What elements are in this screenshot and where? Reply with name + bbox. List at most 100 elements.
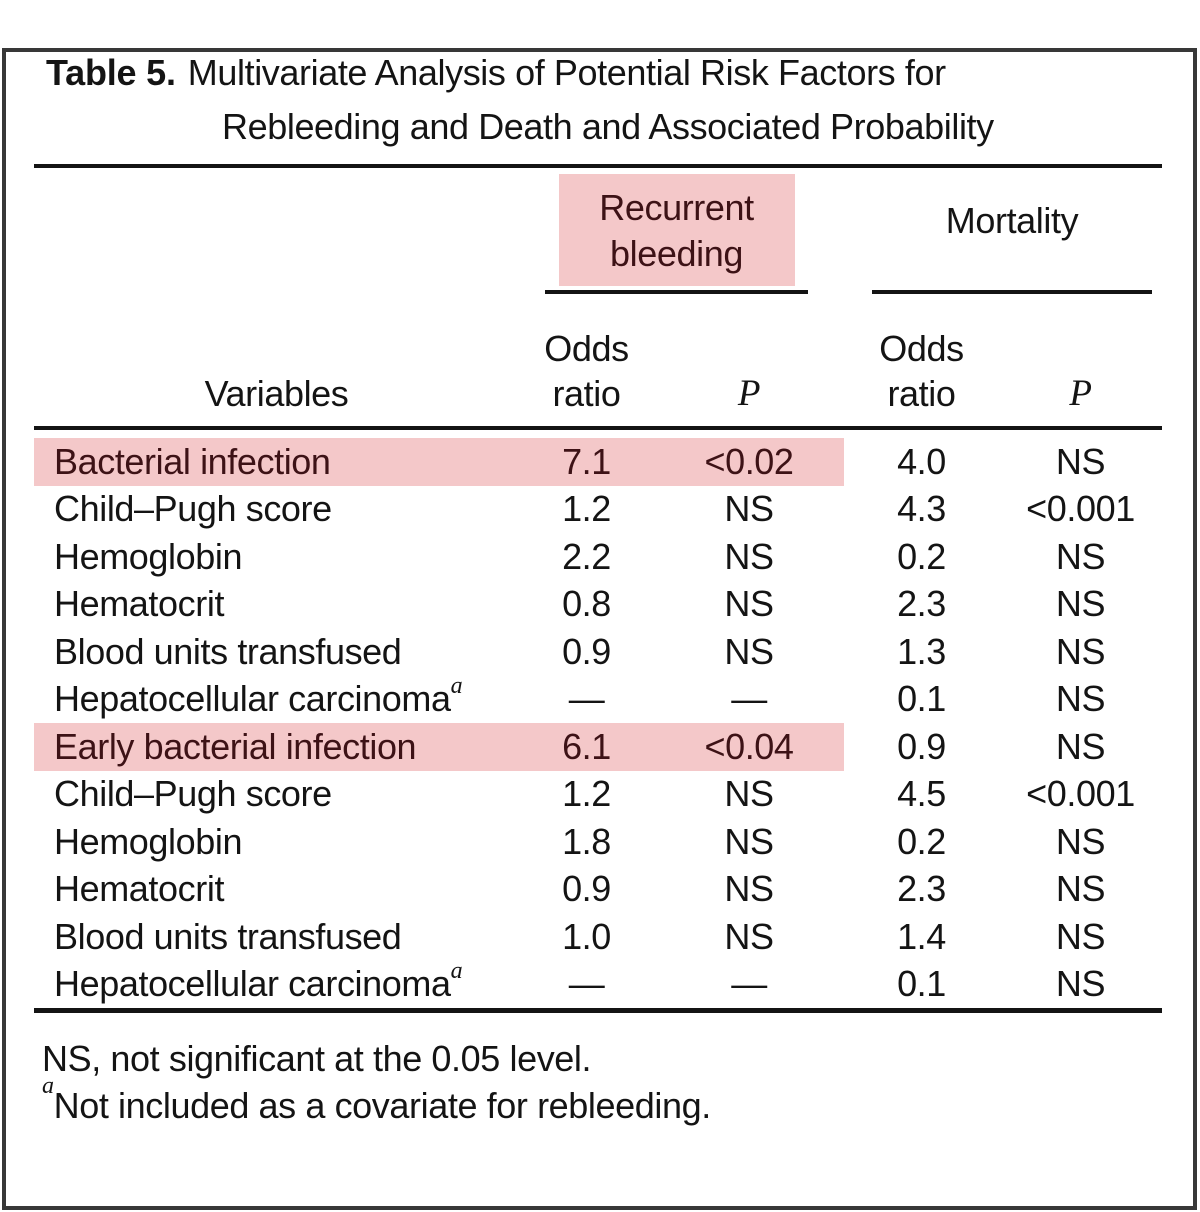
rebleed-or-cell: — bbox=[568, 963, 605, 1005]
variable-cell: Hepatocellular carcinoma a bbox=[54, 960, 463, 1005]
rebleed-or-cell: 1.2 bbox=[562, 773, 611, 815]
table-row: Hepatocellular carcinoma a — — 0.1 NS bbox=[34, 961, 1162, 1009]
variable-cell: Hepatocellular carcinoma a bbox=[54, 675, 463, 720]
table-row: Hepatocellular carcinoma a — — 0.1 NS bbox=[34, 676, 1162, 724]
table-body: Bacterial infection 7.1 <0.02 4.0 NS Child–Pu… bbox=[34, 438, 1162, 1008]
mortality-p-cell: NS bbox=[1055, 820, 1106, 862]
rebleed-or-cell: 0.8 bbox=[562, 583, 611, 625]
mortality-p-cell: <0.001 bbox=[1026, 488, 1135, 530]
table-caption: Table 5. Multivariate Analysis of Potenti… bbox=[46, 46, 1172, 154]
rebleed-p-cell: NS bbox=[724, 488, 774, 530]
rebleed-or-cell: — bbox=[568, 678, 605, 720]
mortality-rule bbox=[872, 290, 1152, 294]
mortality-or-cell: 0.2 bbox=[897, 535, 946, 577]
mortality-or-cell: 2.3 bbox=[897, 583, 946, 625]
table-row: Blood units transfused 1.0 NS 1.4 NS bbox=[34, 913, 1162, 961]
mortality-p-cell: NS bbox=[1055, 725, 1106, 767]
rebleed-or-cell: 7.1 bbox=[519, 438, 654, 486]
column-group-header-row: Recurrent bleeding Mortality bbox=[34, 168, 1162, 294]
table-row: Child–Pugh score 1.2 NS 4.5 <0.001 bbox=[34, 771, 1162, 819]
rebleed-or-cell: 1.8 bbox=[562, 820, 611, 862]
rebleed-or-cell: 0.9 bbox=[562, 868, 611, 910]
mortality-p-cell: <0.001 bbox=[1026, 773, 1135, 815]
mortality-p-cell: NS bbox=[1055, 678, 1106, 720]
rebleed-p-cell: NS bbox=[724, 630, 774, 672]
table-row: Blood units transfused 0.9 NS 1.3 NS bbox=[34, 628, 1162, 676]
mortality-or-cell: 2.3 bbox=[897, 868, 946, 910]
rebleed-p-header: P bbox=[737, 373, 761, 414]
rebleed-p-cell: — bbox=[731, 963, 767, 1005]
caption-line2: Rebleeding and Death and Associated Prob… bbox=[222, 106, 994, 147]
footnotes: NS, not significant at the 0.05 level. aN… bbox=[42, 1035, 1170, 1129]
group-mortality: Mortality bbox=[844, 168, 1162, 294]
variable-cell: Blood units transfused bbox=[54, 915, 402, 957]
rebleed-odds-ratio-header: Odds ratio bbox=[544, 328, 629, 414]
footnote-line: aNot included as a covariate for rebleed… bbox=[42, 1073, 711, 1126]
mortality-or-cell: 0.1 bbox=[897, 678, 946, 720]
mortality-or-cell: 1.3 bbox=[897, 630, 946, 672]
rebleed-p-cell: <0.04 bbox=[654, 723, 844, 771]
bottom-rule bbox=[34, 1008, 1162, 1013]
mortality-or-cell: 4.5 bbox=[897, 773, 946, 815]
table-row: Hematocrit 0.9 NS 2.3 NS bbox=[34, 866, 1162, 914]
rebleed-or-cell: 6.1 bbox=[519, 723, 654, 771]
table-row: Hemoglobin 2.2 NS 0.2 NS bbox=[34, 533, 1162, 581]
table-number: Table 5. bbox=[46, 52, 176, 93]
rebleed-p-cell: NS bbox=[724, 583, 774, 625]
group-label-recurrent-bleeding: Recurrent bleeding bbox=[599, 187, 754, 274]
table-row: Bacterial infection 7.1 <0.02 4.0 NS bbox=[34, 438, 1162, 486]
rebleed-or-cell: 1.0 bbox=[562, 915, 611, 957]
variable-cell: Bacterial infection bbox=[34, 438, 519, 486]
mortality-p-cell: NS bbox=[1055, 963, 1106, 1005]
group-header-spacer bbox=[34, 168, 519, 294]
recurrent-bleeding-rule bbox=[545, 290, 808, 294]
caption-line1: Multivariate Analysis of Potential Risk … bbox=[187, 52, 946, 93]
mortality-or-cell: 4.0 bbox=[897, 440, 946, 482]
rebleed-p-cell: <0.02 bbox=[654, 438, 844, 486]
mortality-odds-ratio-header: Odds ratio bbox=[879, 328, 964, 414]
table-row: Early bacterial infection 6.1 <0.04 0.9 NS bbox=[34, 723, 1162, 771]
rebleed-or-cell: 2.2 bbox=[562, 535, 611, 577]
variable-cell: Hemoglobin bbox=[54, 820, 243, 862]
variables-header: Variables bbox=[204, 373, 349, 414]
rebleed-p-cell: NS bbox=[724, 868, 774, 910]
variable-cell: Child–Pugh score bbox=[54, 773, 332, 815]
variable-cell: Child–Pugh score bbox=[54, 488, 332, 530]
mortality-or-cell: 0.1 bbox=[897, 963, 946, 1005]
recurrent-bleeding-highlight: Recurrent bleeding bbox=[558, 174, 795, 286]
footnote-line: NS, not significant at the 0.05 level. bbox=[42, 1038, 592, 1079]
mortality-p-cell: NS bbox=[1055, 440, 1106, 482]
column-header-row: Variables Odds ratio P Odds ratio P bbox=[34, 294, 1162, 426]
variable-cell: Blood units transfused bbox=[54, 630, 402, 672]
rebleed-p-cell: NS bbox=[724, 915, 774, 957]
mortality-p-header: P bbox=[1069, 373, 1092, 414]
group-recurrent-bleeding: Recurrent bleeding bbox=[519, 168, 844, 294]
table5: Recurrent bleeding Mortality Variables O… bbox=[34, 164, 1162, 1013]
variable-cell: Hematocrit bbox=[54, 868, 225, 910]
group-label-mortality: Mortality bbox=[945, 199, 1079, 241]
footnote-marker: a bbox=[42, 1073, 54, 1099]
header-gap bbox=[34, 430, 1162, 438]
mortality-or-cell: 1.4 bbox=[897, 915, 946, 957]
top-rule bbox=[34, 164, 1162, 168]
rebleed-or-cell: 1.2 bbox=[562, 488, 611, 530]
rebleed-or-cell: 0.9 bbox=[562, 630, 611, 672]
table-row: Hemoglobin 1.8 NS 0.2 NS bbox=[34, 818, 1162, 866]
mortality-p-cell: NS bbox=[1055, 630, 1106, 672]
variable-cell: Hematocrit bbox=[54, 583, 225, 625]
rebleed-p-cell: NS bbox=[724, 820, 774, 862]
table-row: Child–Pugh score 1.2 NS 4.3 <0.001 bbox=[34, 486, 1162, 534]
rebleed-p-cell: NS bbox=[724, 773, 774, 815]
mortality-or-cell: 0.2 bbox=[897, 820, 946, 862]
mortality-p-cell: NS bbox=[1055, 535, 1106, 577]
mortality-p-cell: NS bbox=[1055, 915, 1106, 957]
header-rule bbox=[34, 426, 1162, 430]
variable-cell: Hemoglobin bbox=[54, 535, 243, 577]
mortality-or-cell: 0.9 bbox=[897, 725, 946, 767]
mortality-p-cell: NS bbox=[1055, 868, 1106, 910]
variable-cell: Early bacterial infection bbox=[34, 723, 519, 771]
rebleed-p-cell: NS bbox=[724, 535, 774, 577]
mortality-p-cell: NS bbox=[1055, 583, 1106, 625]
rebleed-p-cell: — bbox=[731, 678, 767, 720]
table-row: Hematocrit 0.8 NS 2.3 NS bbox=[34, 581, 1162, 629]
